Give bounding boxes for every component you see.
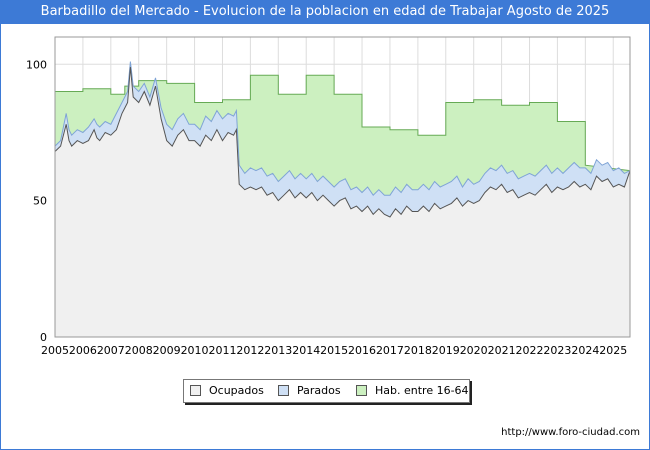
x-tick-label: 2015 <box>320 344 348 357</box>
series-line-ocupados <box>54 66 631 218</box>
x-tick-label: 2005 <box>41 344 69 357</box>
x-tick-label: 2021 <box>488 344 516 357</box>
x-tick-label: 2025 <box>599 344 627 357</box>
legend: Ocupados Parados Hab. entre 16-64 <box>183 379 470 403</box>
legend-item-ocupados: Ocupados <box>190 384 264 397</box>
legend-swatch-hab <box>356 385 367 396</box>
legend-label-ocupados: Ocupados <box>209 384 264 397</box>
x-tick-label: 2007 <box>97 344 125 357</box>
x-tick-label: 2011 <box>208 344 236 357</box>
x-tick-label: 2009 <box>153 344 181 357</box>
footer-url: http://www.foro-ciudad.com <box>501 427 640 438</box>
x-tick-label: 2008 <box>125 344 153 357</box>
x-tick-label: 2022 <box>516 344 544 357</box>
legend-item-parados: Parados <box>278 384 341 397</box>
x-tick-label: 2024 <box>571 344 599 357</box>
legend-label-hab: Hab. entre 16-64 <box>375 384 469 397</box>
x-tick-label: 2014 <box>292 344 320 357</box>
legend-swatch-parados <box>278 385 289 396</box>
x-tick-label: 2017 <box>376 344 404 357</box>
y-tick-label: 0 <box>40 331 47 344</box>
series-line-hab-entre-16-64 <box>55 74 631 172</box>
chart-title: Barbadillo del Mercado - Evolucion de la… <box>40 4 610 19</box>
plot-frame <box>54 36 631 338</box>
x-tick-label: 2023 <box>543 344 571 357</box>
x-tick-label: 2012 <box>236 344 264 357</box>
x-tick-label: 2010 <box>181 344 209 357</box>
series-line-parados <box>54 61 631 196</box>
x-tick-label: 2016 <box>348 344 376 357</box>
x-tick-label: 2019 <box>432 344 460 357</box>
legend-label-parados: Parados <box>297 384 341 397</box>
x-tick-label: 2006 <box>69 344 97 357</box>
y-tick-label: 50 <box>33 195 47 208</box>
title-bar <box>0 0 650 24</box>
series-area-ocupados <box>55 67 630 337</box>
x-tick-label: 2013 <box>264 344 292 357</box>
x-tick-label: 2018 <box>404 344 432 357</box>
y-tick-label: 100 <box>26 58 47 71</box>
x-tick-label: 2020 <box>460 344 488 357</box>
legend-swatch-ocupados <box>190 385 201 396</box>
legend-item-hab: Hab. entre 16-64 <box>356 384 469 397</box>
